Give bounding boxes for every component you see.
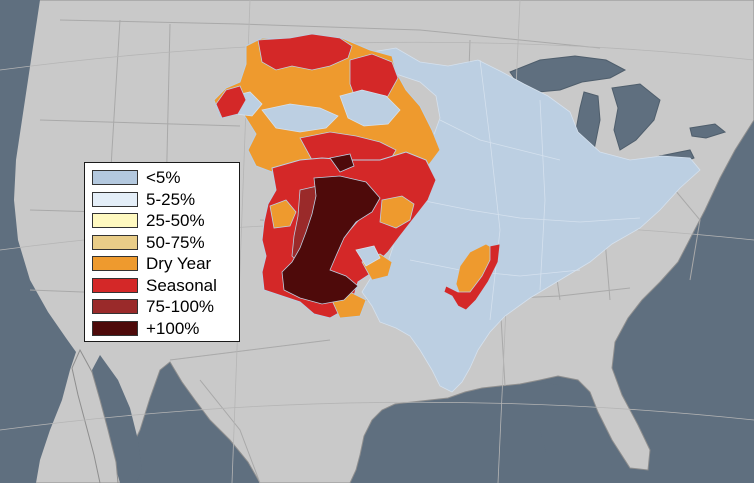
legend-item-25-50: 25-50% <box>92 210 239 232</box>
map-legend: <5% 5-25% 25-50% 50-75% Dry Year Seasona… <box>84 162 240 342</box>
lake-ontario <box>689 123 727 139</box>
legend-label: 75-100% <box>146 297 215 317</box>
plains-basin-light-gap <box>355 245 381 267</box>
legend-item-100-plus: +100% <box>92 318 239 340</box>
plains-basin-dry-2 <box>269 199 297 229</box>
upper-basin-light-2 <box>339 89 401 127</box>
legend-label: 25-50% <box>146 211 205 231</box>
legend-item-lt5: <5% <box>92 167 239 189</box>
legend-label: Seasonal <box>146 275 217 295</box>
legend-swatch <box>92 170 138 186</box>
legend-item-dry-year: Dry Year <box>92 253 239 275</box>
legend-item-75-100: 75-100% <box>92 296 239 318</box>
plains-basin-100-plus <box>281 175 381 305</box>
upper-basin-light-1 <box>261 103 339 133</box>
legend-label: Dry Year <box>146 254 212 274</box>
legend-swatch <box>92 234 138 250</box>
lake-huron <box>611 83 661 151</box>
legend-label: 50-75% <box>146 232 205 252</box>
legend-label: 5-25% <box>146 189 196 209</box>
upper-basin-seasonal-west <box>215 85 247 119</box>
gulf-of-mexico-east <box>540 382 620 483</box>
legend-swatch <box>92 213 138 229</box>
legend-swatch <box>92 277 138 293</box>
legend-swatch <box>92 320 138 336</box>
legend-swatch <box>92 299 138 315</box>
legend-label: <5% <box>146 168 181 188</box>
legend-item-seasonal: Seasonal <box>92 275 239 297</box>
delta-basin-seasonal <box>443 243 501 311</box>
plains-basin-dry-1 <box>379 195 415 229</box>
baja-peninsula <box>71 348 119 483</box>
upper-basin-seasonal-north <box>257 33 353 71</box>
basin-subwatershed-lines <box>409 59 641 321</box>
legend-item-50-75: 50-75% <box>92 232 239 254</box>
plains-basin-100-plus-north <box>329 153 355 173</box>
legend-label: +100% <box>146 318 200 338</box>
legend-swatch <box>92 191 138 207</box>
legend-swatch <box>92 256 138 272</box>
pacific-coast <box>0 0 76 483</box>
legend-item-5-25: 5-25% <box>92 189 239 211</box>
gulf-of-california <box>92 355 142 483</box>
